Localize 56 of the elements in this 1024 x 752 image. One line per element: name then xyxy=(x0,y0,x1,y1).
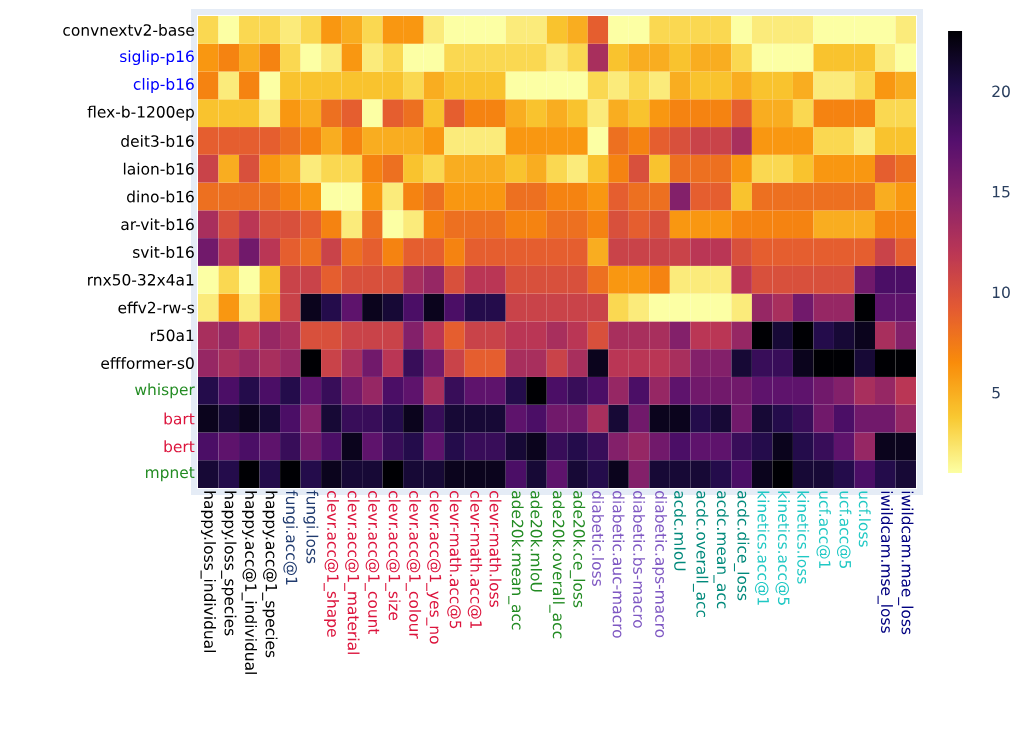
x-tick-label: clevr-math.acc@1 xyxy=(467,491,483,629)
x-tick-label: iwildcam.mse_loss xyxy=(877,491,893,633)
x-tick-label: ade20k.mIoU xyxy=(530,491,543,592)
x-tick-label: ucf.acc@1 xyxy=(816,491,831,568)
y-tick-label: laion-b16 xyxy=(123,162,194,175)
x-tick-label: acdc.dice_loss xyxy=(733,491,750,601)
x-tick-label: clevr.acc@1_count xyxy=(364,491,381,635)
x-tick-label: fungi.acc@1 xyxy=(282,490,298,585)
x-tick-label: ucf.acc@5 xyxy=(837,491,852,569)
x-tick-label: happy.loss_species xyxy=(221,491,237,636)
color-bar-label: 15 xyxy=(992,186,1010,198)
x-tick-label: diabetic.loss xyxy=(592,491,605,586)
y-tick-label: effv2-rw-s xyxy=(118,301,195,314)
y-tick-label: clip-b16 xyxy=(133,77,194,93)
x-tick-label: clevr.acc@1_size xyxy=(385,491,401,621)
x-tick-label: clevr.acc@1_material xyxy=(344,491,360,654)
y-tick-label: r50a1 xyxy=(150,329,194,342)
y-tick-label: whisper xyxy=(135,383,195,399)
x-tick-label: ade20k.overall_acc xyxy=(549,491,565,639)
color-bar-label: 10 xyxy=(992,286,1010,299)
x-tick-label: fungi.loss xyxy=(303,490,319,564)
x-tick-label: clevr.acc@1_yes_no xyxy=(426,491,442,644)
color-bar-label: 5 xyxy=(992,387,1000,399)
x-tick-label: ade20k.mean_acc xyxy=(508,491,524,630)
x-tick-label: clevr-math.loss xyxy=(489,491,502,607)
x-tick-label: kinetics.acc@5 xyxy=(775,491,790,605)
y-tick-label: mpnet xyxy=(146,467,195,482)
x-tick-label: clevr.acc@1_shape xyxy=(323,491,340,637)
x-tick-label: iwildcam.mae_loss xyxy=(898,491,914,635)
x-tick-label: clevr-math.acc@5 xyxy=(447,491,462,629)
y-tick-label: siglip-p16 xyxy=(120,50,194,66)
y-tick-label: svit-b16 xyxy=(133,246,194,258)
x-tick-label: happy.acc@1_species xyxy=(262,491,278,658)
x-tick-label: diabetic.bs-macro xyxy=(633,491,646,628)
y-tick-label: ar-vit-b16 xyxy=(121,218,194,231)
x-tick-label: acdc.mean_acc xyxy=(713,491,729,609)
color-bar-label: 20 xyxy=(992,85,1010,98)
y-tick-label: deit3-b16 xyxy=(121,134,194,147)
x-tick-label: happy.acc@1_individual xyxy=(241,491,257,674)
x-tick-label: diabetic.aps-macro xyxy=(652,491,668,638)
y-tick-label: dino-b16 xyxy=(127,190,194,203)
y-tick-label: flex-b-1200ep xyxy=(87,105,194,121)
x-tick-label: clevr.acc@1_colour xyxy=(405,491,422,639)
y-tick-label: effformer-s0 xyxy=(101,357,194,370)
x-tick-label: ade20k.ce_loss xyxy=(569,491,586,608)
x-tick-label: ucf.loss xyxy=(858,491,871,547)
x-tick-label: kinetics.loss xyxy=(797,491,810,584)
x-tick-label: diabetic.auc-macro xyxy=(612,491,625,638)
x-tick-label: happy.loss_individual xyxy=(200,491,216,652)
y-tick-label: convnextv2-base xyxy=(63,23,194,36)
x-tick-label: acdc.overall_acc xyxy=(692,491,709,618)
y-tick-label: rnx50-32x4a1 xyxy=(88,273,194,286)
x-tick-label: kinetics.acc@1 xyxy=(754,491,770,605)
y-tick-label: bart xyxy=(164,412,195,425)
y-tick-label: bert xyxy=(164,440,195,453)
x-tick-label: acdc.mIoU xyxy=(674,491,687,571)
